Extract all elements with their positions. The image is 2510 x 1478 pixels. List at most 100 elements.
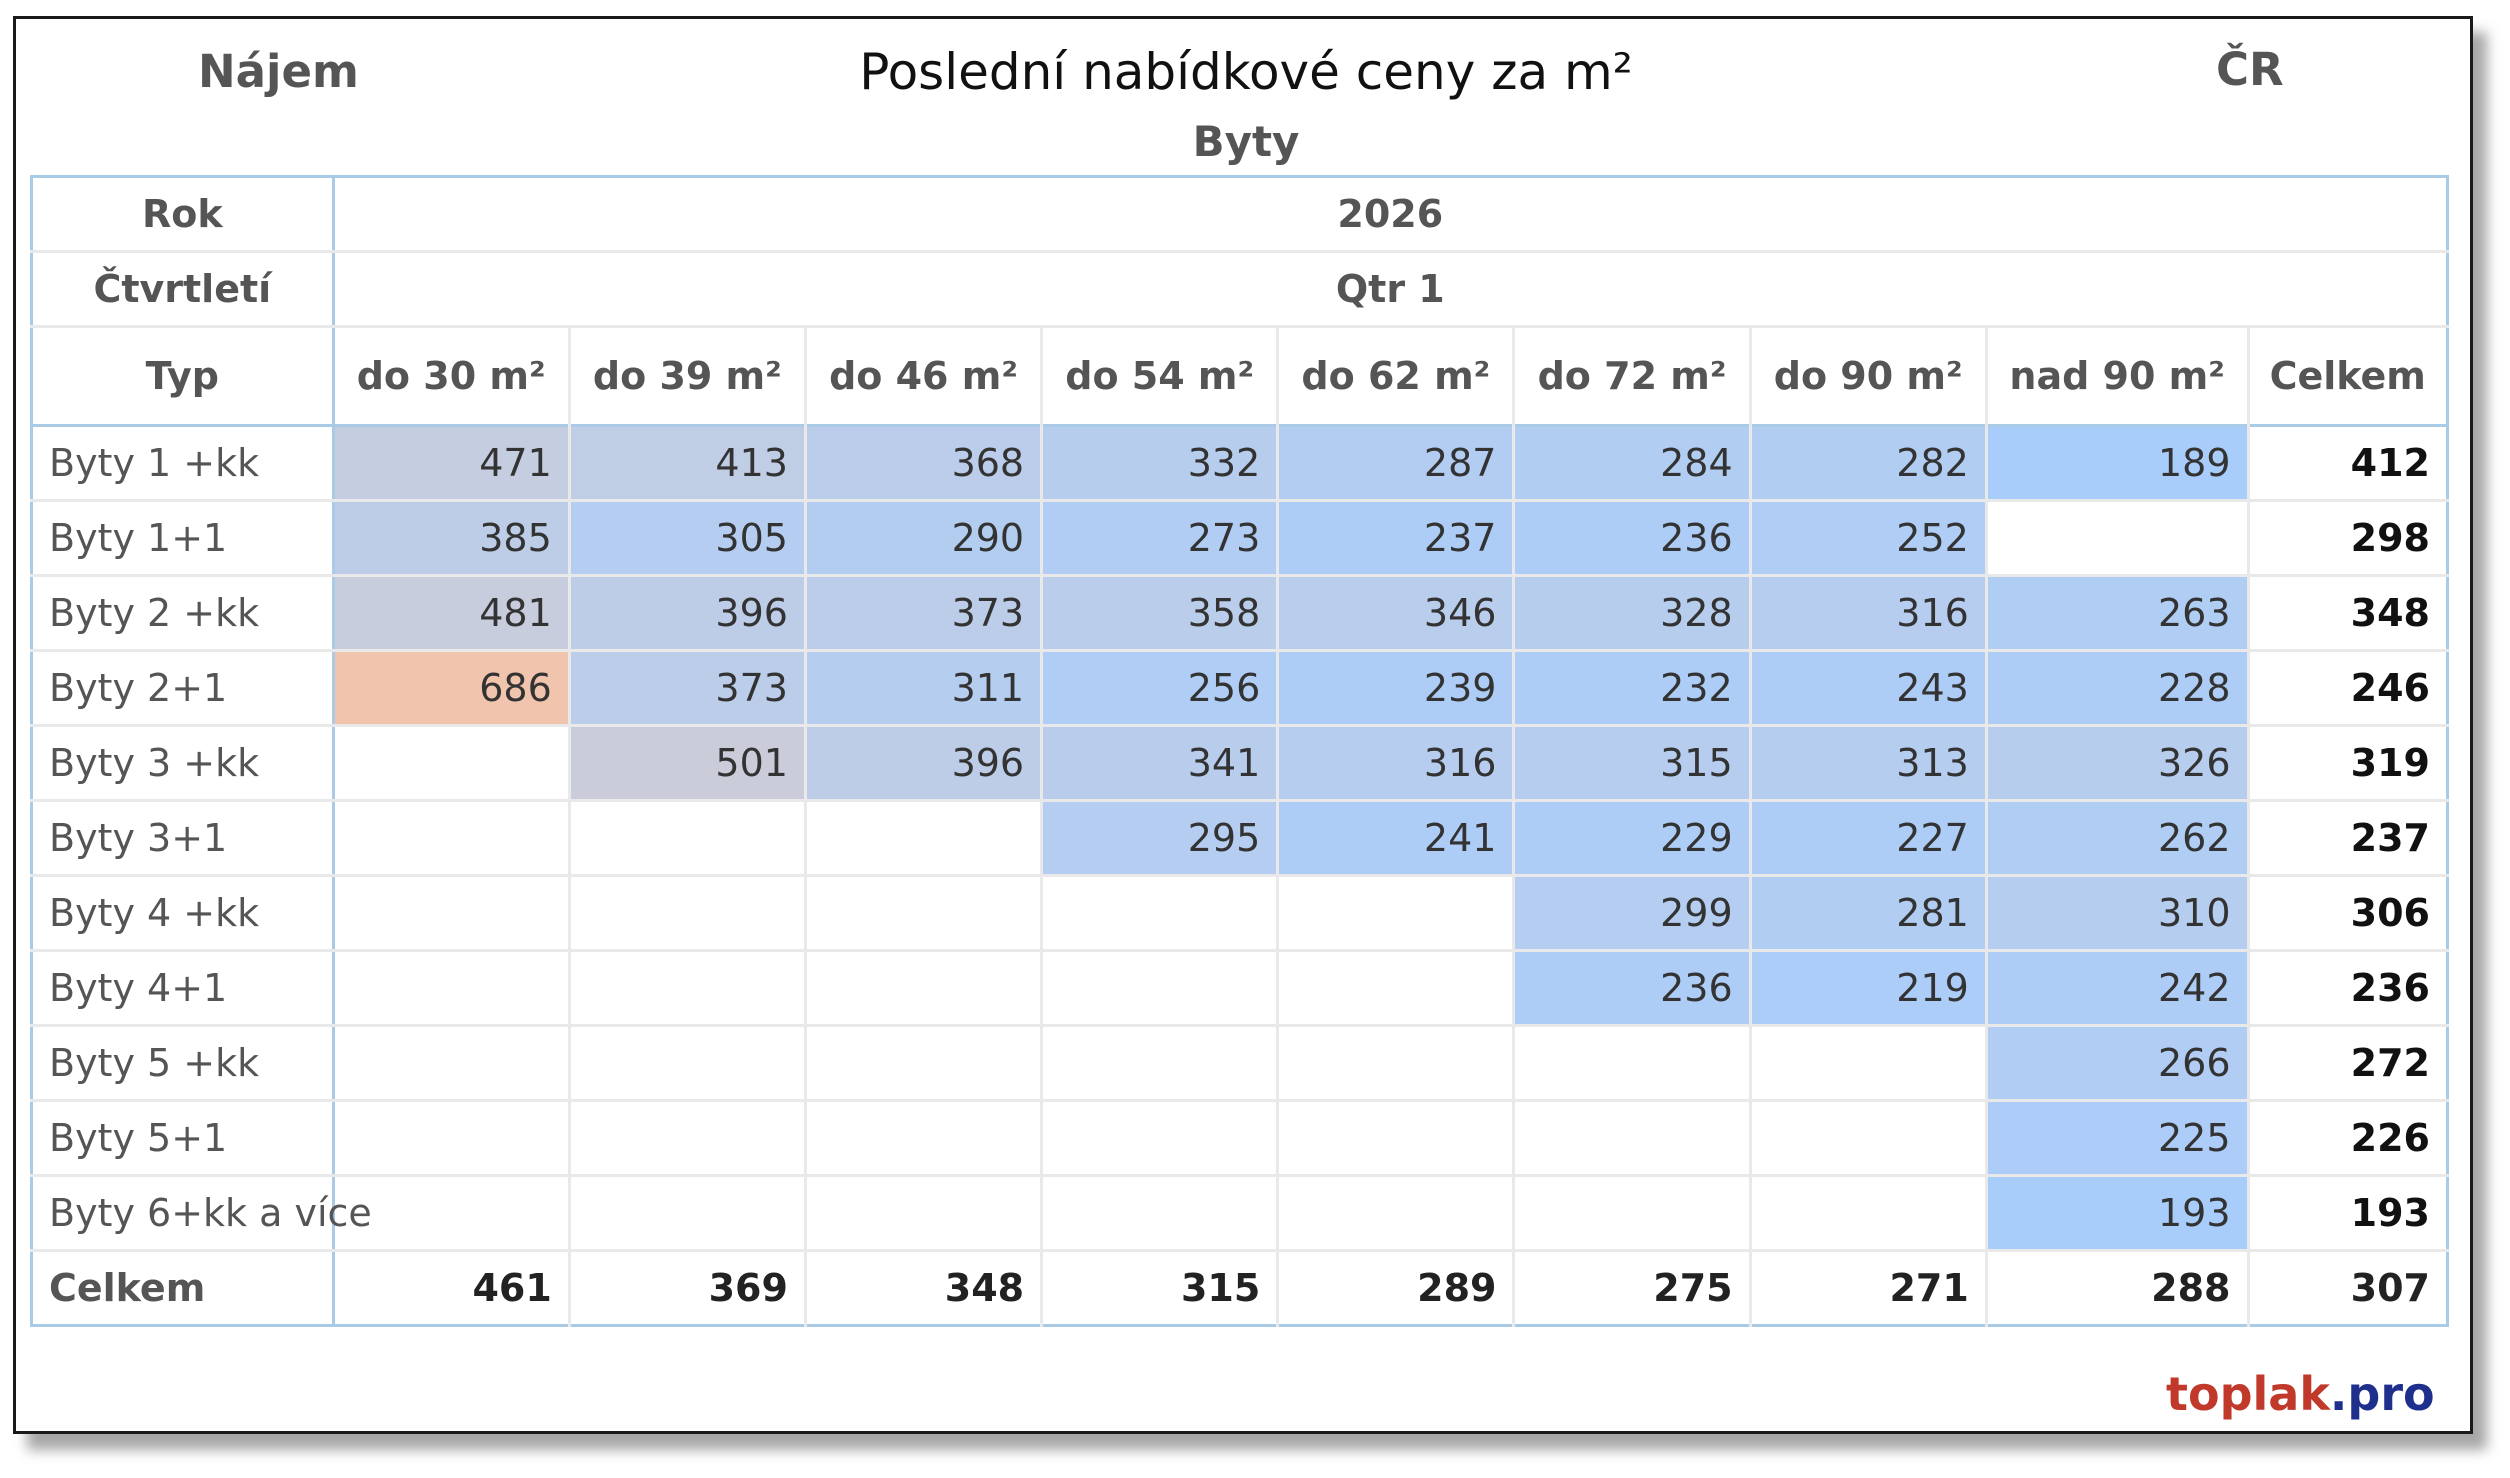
footer-label: Celkem [31, 1249, 335, 1326]
value-cell: 193 [1986, 1175, 2250, 1252]
empty-cell [1277, 1100, 1516, 1177]
column-header: do 62 m² [1277, 326, 1516, 426]
table-row: Byty 5 +kk 266 272 [31, 1025, 2448, 1102]
value-cell: 282 [1750, 425, 1988, 502]
value-cell: 227 [1750, 800, 1988, 877]
value-cell: 256 [1041, 650, 1280, 727]
column-header: Celkem [2269, 354, 2426, 398]
brand-domain: .pro [2329, 1367, 2435, 1421]
table-row: Byty 5+1 225 226 [31, 1100, 2448, 1177]
value-cell: 315 [1513, 725, 1752, 802]
grand-total: 307 [2248, 1249, 2448, 1326]
empty-cell [1986, 500, 2250, 577]
empty-cell [333, 950, 571, 1027]
header-row-value: Qtr 1 [333, 251, 2448, 328]
column-header: do 39 m² [569, 326, 807, 426]
table-row: Byty 2+1 686 373 311 256 239 232 243 228 246 [31, 650, 2448, 727]
empty-cell [1750, 1100, 1988, 1177]
value-cell: 228 [1986, 650, 2250, 727]
value-cell: 316 [1277, 725, 1516, 802]
row-total: 246 [2248, 650, 2448, 727]
row-total: 348 [2248, 575, 2448, 652]
value-cell: 229 [1513, 800, 1752, 877]
empty-cell [569, 950, 807, 1027]
empty-cell [805, 1175, 1044, 1252]
table-row: Byty 4 +kk 299 281 310 306 [31, 875, 2448, 952]
value-cell: 341 [1041, 725, 1280, 802]
value-cell: 332 [1041, 425, 1280, 502]
row-total: 319 [2248, 725, 2448, 802]
empty-cell [569, 1100, 807, 1177]
value-cell: 373 [805, 575, 1044, 652]
value-cell: 232 [1513, 650, 1752, 727]
column-header: do 30 m² [333, 326, 571, 426]
value-cell: 266 [1986, 1025, 2250, 1102]
column-header: do 46 m² [805, 326, 1044, 426]
empty-cell [569, 875, 807, 952]
table-row: Byty 1 +kk 471 413 368 332 287 284 282 189 412 [31, 425, 2448, 502]
footer-value: 369 [569, 1249, 807, 1326]
empty-cell [1750, 1175, 1988, 1252]
value-cell: 290 [805, 500, 1044, 577]
value-cell: 252 [1750, 500, 1988, 577]
empty-cell [333, 800, 571, 877]
brand-name: toplak [2166, 1367, 2330, 1421]
footer-value: 348 [805, 1249, 1044, 1326]
column-header: do 72 m² [1513, 326, 1752, 426]
empty-cell [1041, 1175, 1280, 1252]
empty-cell [333, 1175, 571, 1252]
row-total: 236 [2248, 950, 2448, 1027]
value-cell: 219 [1750, 950, 1988, 1027]
value-cell: 262 [1986, 800, 2250, 877]
row-label: Byty 1+1 [31, 500, 335, 577]
table-row: Byty 1+1 385 305 290 273 237 236 252 298 [31, 500, 2448, 577]
column-header: nad 90 m² [1986, 326, 2250, 426]
header-row-value: 2026 [333, 176, 2448, 253]
value-cell: 396 [805, 725, 1044, 802]
footer-value: 275 [1513, 1249, 1752, 1326]
row-total: 306 [2248, 875, 2448, 952]
value-cell: 236 [1513, 950, 1752, 1027]
report-frame: Nájem Poslední nabídkové ceny za m² ČR B… [13, 16, 2473, 1434]
value-cell: 501 [569, 725, 807, 802]
header-row: Čtvrtletí Qtr 1 [31, 251, 2448, 328]
empty-cell [1277, 875, 1516, 952]
row-label: Byty 5 +kk [31, 1025, 335, 1102]
table-row: Byty 2 +kk 481 396 373 358 346 328 316 263 348 [31, 575, 2448, 652]
footer-value: 288 [1986, 1249, 2250, 1326]
row-total: 298 [2248, 500, 2448, 577]
table-row: Byty 6+kk a více 193 193 [31, 1175, 2448, 1252]
empty-cell [1041, 1100, 1280, 1177]
empty-cell [1277, 1025, 1516, 1102]
value-cell: 305 [569, 500, 807, 577]
row-label: Byty 3 +kk [31, 725, 335, 802]
empty-cell [1513, 1175, 1752, 1252]
empty-cell [1277, 950, 1516, 1027]
value-cell: 242 [1986, 950, 2250, 1027]
value-cell: 295 [1041, 800, 1280, 877]
header-row: Rok 2026 [31, 176, 2448, 253]
footer-row: Celkem 461 369 348 315 289 275 271 288 307 [31, 1249, 2448, 1326]
row-label: Byty 2 +kk [31, 575, 335, 652]
row-label: Byty 5+1 [31, 1100, 335, 1177]
value-cell: 299 [1513, 875, 1752, 952]
empty-cell [805, 875, 1044, 952]
empty-cell [1041, 1025, 1280, 1102]
value-cell: 313 [1750, 725, 1988, 802]
row-label: Byty 4+1 [31, 950, 335, 1027]
empty-cell [333, 725, 571, 802]
value-cell: 284 [1513, 425, 1752, 502]
value-cell: 241 [1277, 800, 1516, 877]
value-cell: 239 [1277, 650, 1516, 727]
row-label: Byty 3+1 [31, 800, 335, 877]
table-row: Byty 3+1 295 241 229 227 262 237 [31, 800, 2448, 877]
type-header: Typ [31, 326, 335, 426]
empty-cell [569, 800, 807, 877]
empty-cell [333, 1100, 571, 1177]
value-cell: 311 [805, 650, 1044, 727]
value-cell: 316 [1750, 575, 1988, 652]
value-cell: 471 [333, 425, 571, 502]
value-cell: 373 [569, 650, 807, 727]
value-cell: 310 [1986, 875, 2250, 952]
footer-value: 271 [1750, 1249, 1988, 1326]
